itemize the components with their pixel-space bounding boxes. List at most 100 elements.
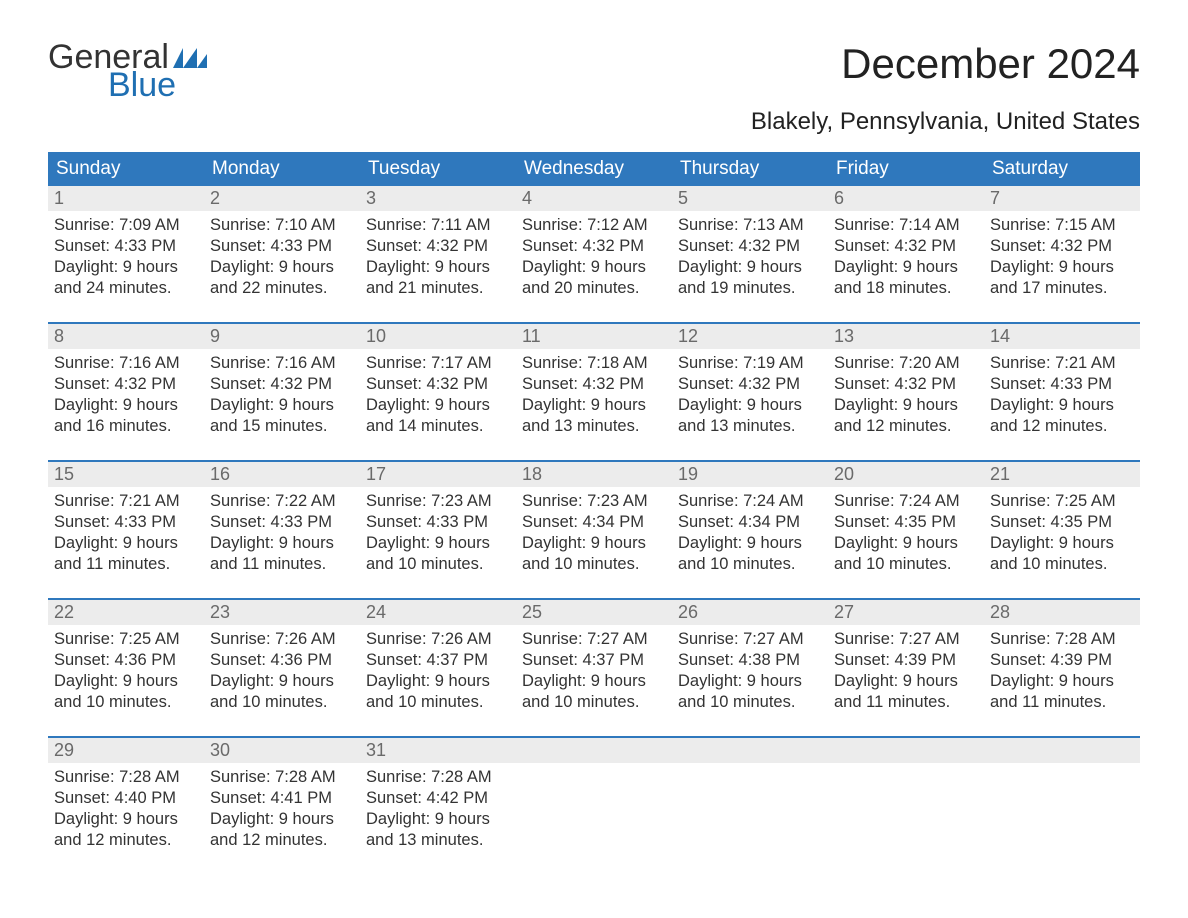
daylight-line-1: Daylight: 9 hours: [54, 533, 198, 554]
daylight-line-2: and 10 minutes.: [522, 692, 666, 713]
day-body: Sunrise: 7:12 AMSunset: 4:32 PMDaylight:…: [516, 211, 672, 303]
sunrise-line: Sunrise: 7:28 AM: [990, 629, 1134, 650]
daylight-line-1: Daylight: 9 hours: [54, 809, 198, 830]
daylight-line-1: Daylight: 9 hours: [366, 395, 510, 416]
sunset-line: Sunset: 4:32 PM: [210, 374, 354, 395]
calendar-day: 9 Sunrise: 7:16 AMSunset: 4:32 PMDaylight…: [204, 324, 360, 442]
daylight-line-2: and 21 minutes.: [366, 278, 510, 299]
daylight-line-2: and 18 minutes.: [834, 278, 978, 299]
calendar-day: 30Sunrise: 7:28 AMSunset: 4:41 PMDayligh…: [204, 738, 360, 856]
daylight-line-1: Daylight: 9 hours: [366, 533, 510, 554]
sunrise-line: Sunrise: 7:19 AM: [678, 353, 822, 374]
daylight-line-1: Daylight: 9 hours: [834, 395, 978, 416]
daylight-line-2: and 11 minutes.: [54, 554, 198, 575]
day-number: 7: [984, 186, 1140, 211]
daylight-line-1: Daylight: 9 hours: [834, 533, 978, 554]
day-body: Sunrise: 7:11 AMSunset: 4:32 PMDaylight:…: [360, 211, 516, 303]
daylight-line-2: and 10 minutes.: [834, 554, 978, 575]
day-number: 9: [204, 324, 360, 349]
day-number: 16: [204, 462, 360, 487]
day-number: 17: [360, 462, 516, 487]
sunrise-line: Sunrise: 7:17 AM: [366, 353, 510, 374]
daylight-line-2: and 10 minutes.: [54, 692, 198, 713]
logo-flag-icon: [173, 48, 207, 68]
sunrise-line: Sunrise: 7:13 AM: [678, 215, 822, 236]
daylight-line-2: and 12 minutes.: [990, 416, 1134, 437]
sunset-line: Sunset: 4:32 PM: [366, 236, 510, 257]
sunrise-line: Sunrise: 7:28 AM: [54, 767, 198, 788]
dow-cell: Thursday: [672, 152, 828, 186]
daylight-line-1: Daylight: 9 hours: [522, 395, 666, 416]
daylight-line-1: Daylight: 9 hours: [366, 809, 510, 830]
daylight-line-1: Daylight: 9 hours: [990, 257, 1134, 278]
daylight-line-1: Daylight: 9 hours: [990, 671, 1134, 692]
sunset-line: Sunset: 4:34 PM: [678, 512, 822, 533]
sunset-line: Sunset: 4:33 PM: [990, 374, 1134, 395]
daylight-line-1: Daylight: 9 hours: [522, 671, 666, 692]
sunset-line: Sunset: 4:41 PM: [210, 788, 354, 809]
calendar-day: 8Sunrise: 7:16 AMSunset: 4:32 PMDaylight…: [48, 324, 204, 442]
sunset-line: Sunset: 4:32 PM: [366, 374, 510, 395]
day-body: Sunrise: 7:23 AMSunset: 4:34 PMDaylight:…: [516, 487, 672, 579]
daylight-line-1: Daylight: 9 hours: [210, 395, 354, 416]
daylight-line-2: and 13 minutes.: [678, 416, 822, 437]
day-number: [828, 738, 984, 763]
daylight-line-1: Daylight: 9 hours: [210, 257, 354, 278]
sunrise-line: Sunrise: 7:11 AM: [366, 215, 510, 236]
day-body: Sunrise: 7:20 AMSunset: 4:32 PMDaylight:…: [828, 349, 984, 441]
days-of-week-header: SundayMondayTuesdayWednesdayThursdayFrid…: [48, 152, 1140, 186]
sunset-line: Sunset: 4:33 PM: [210, 236, 354, 257]
day-number: 11: [516, 324, 672, 349]
daylight-line-1: Daylight: 9 hours: [210, 533, 354, 554]
calendar-day: 21Sunrise: 7:25 AMSunset: 4:35 PMDayligh…: [984, 462, 1140, 580]
sunrise-line: Sunrise: 7:20 AM: [834, 353, 978, 374]
sunset-line: Sunset: 4:33 PM: [366, 512, 510, 533]
calendar-day: Sunrise: Sunset: Daylight:: [516, 738, 672, 856]
daylight-line-2: and 12 minutes.: [210, 830, 354, 851]
calendar-day: 28Sunrise: 7:28 AMSunset: 4:39 PMDayligh…: [984, 600, 1140, 718]
sunset-line: Sunset: 4:37 PM: [522, 650, 666, 671]
calendar-day: 5Sunrise: 7:13 AMSunset: 4:32 PMDaylight…: [672, 186, 828, 304]
daylight-line-2: and 17 minutes.: [990, 278, 1134, 299]
calendar-week: 1Sunrise: 7:09 AMSunset: 4:33 PMDaylight…: [48, 186, 1140, 304]
daylight-line-2: and 10 minutes.: [522, 554, 666, 575]
day-body: Sunrise: 7:26 AMSunset: 4:36 PMDaylight:…: [204, 625, 360, 717]
day-body: Sunrise: 7:15 AMSunset: 4:32 PMDaylight:…: [984, 211, 1140, 303]
calendar-day: 6Sunrise: 7:14 AMSunset: 4:32 PMDaylight…: [828, 186, 984, 304]
day-body: Sunrise: 7:25 AMSunset: 4:36 PMDaylight:…: [48, 625, 204, 717]
day-body: Sunrise: 7:21 AMSunset: 4:33 PMDaylight:…: [48, 487, 204, 579]
daylight-line-1: Daylight: 9 hours: [210, 809, 354, 830]
sunset-line: Sunset: 4:37 PM: [366, 650, 510, 671]
sunset-line: Sunset: 4:40 PM: [54, 788, 198, 809]
sunset-line: Sunset: 4:39 PM: [834, 650, 978, 671]
daylight-line-1: Daylight: 9 hours: [678, 395, 822, 416]
calendar-week: 29Sunrise: 7:28 AMSunset: 4:40 PMDayligh…: [48, 736, 1140, 856]
daylight-line-2: and 11 minutes.: [834, 692, 978, 713]
day-body: Sunrise: 7:14 AMSunset: 4:32 PMDaylight:…: [828, 211, 984, 303]
sunrise-line: Sunrise: 7:16 AM: [210, 353, 354, 374]
sunset-line: Sunset: 4:36 PM: [210, 650, 354, 671]
calendar-day: 25Sunrise: 7:27 AMSunset: 4:37 PMDayligh…: [516, 600, 672, 718]
daylight-line-1: Daylight: 9 hours: [54, 257, 198, 278]
calendar-day: 3Sunrise: 7:11 AMSunset: 4:32 PMDaylight…: [360, 186, 516, 304]
sunset-line: Sunset: 4:42 PM: [366, 788, 510, 809]
day-body: Sunrise: 7:25 AMSunset: 4:35 PMDaylight:…: [984, 487, 1140, 579]
day-number: 8: [48, 324, 204, 349]
daylight-line-2: and 15 minutes.: [210, 416, 354, 437]
day-number: 28: [984, 600, 1140, 625]
sunrise-line: Sunrise: 7:10 AM: [210, 215, 354, 236]
calendar-day: 2Sunrise: 7:10 AMSunset: 4:33 PMDaylight…: [204, 186, 360, 304]
day-body: Sunrise: 7:26 AMSunset: 4:37 PMDaylight:…: [360, 625, 516, 717]
day-body: Sunrise: 7:28 AMSunset: 4:39 PMDaylight:…: [984, 625, 1140, 717]
daylight-line-1: Daylight: 9 hours: [210, 671, 354, 692]
sunset-line: Sunset: 4:39 PM: [990, 650, 1134, 671]
daylight-line-2: and 22 minutes.: [210, 278, 354, 299]
day-number: 31: [360, 738, 516, 763]
day-number: 23: [204, 600, 360, 625]
calendar-day: 18Sunrise: 7:23 AMSunset: 4:34 PMDayligh…: [516, 462, 672, 580]
calendar-day: 10Sunrise: 7:17 AMSunset: 4:32 PMDayligh…: [360, 324, 516, 442]
dow-cell: Monday: [204, 152, 360, 186]
calendar-day: 4Sunrise: 7:12 AMSunset: 4:32 PMDaylight…: [516, 186, 672, 304]
calendar-day: Sunrise: Sunset: Daylight:: [984, 738, 1140, 856]
daylight-line-2: and 13 minutes.: [522, 416, 666, 437]
